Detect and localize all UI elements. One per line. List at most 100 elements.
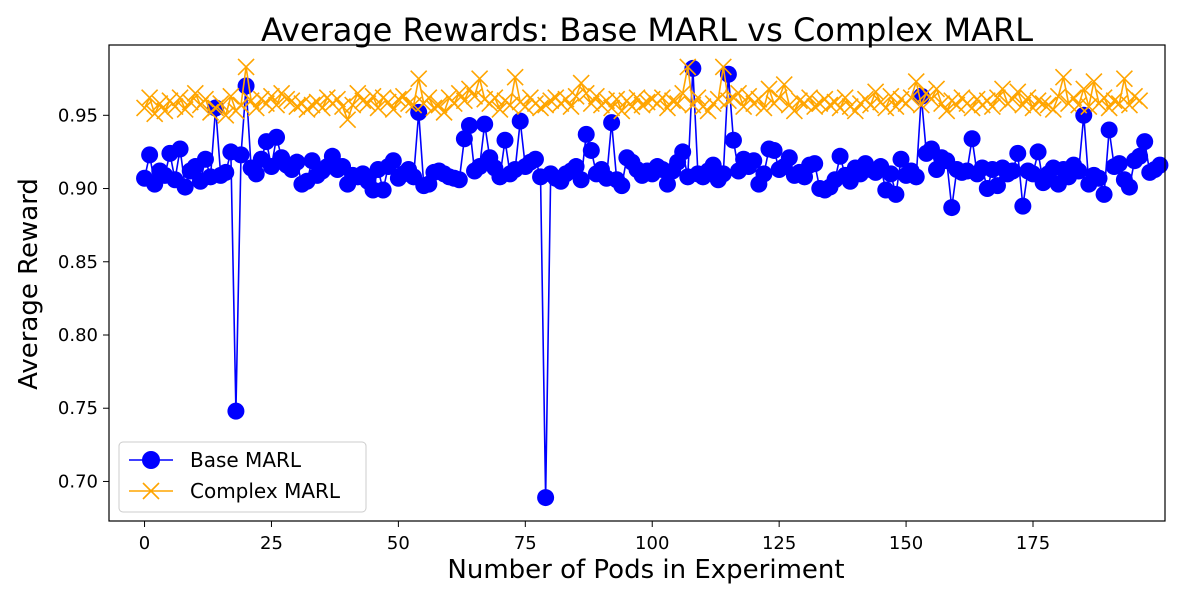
data-point-complex-marl: [506, 68, 524, 86]
data-point-complex-marl: [562, 97, 580, 116]
data-point-complex-marl: [912, 96, 930, 114]
data-point-base-marl: [963, 130, 981, 148]
data-point-complex-marl: [1080, 97, 1098, 116]
data-point-complex-marl: [384, 100, 402, 119]
data-point-complex-marl: [450, 84, 468, 102]
data-point-complex-marl: [861, 96, 880, 114]
data-point-complex-marl: [674, 84, 692, 102]
data-point-complex-marl: [278, 90, 296, 108]
x-axis: 0 25 50 75 100 125 150 175: [139, 521, 1050, 554]
data-point-complex-marl: [455, 92, 473, 110]
data-point-complex-marl: [410, 70, 428, 88]
data-point-complex-marl: [689, 89, 707, 107]
data-point-complex-marl: [922, 90, 941, 108]
data-point-base-marl: [1014, 197, 1032, 215]
data-point-base-marl: [1131, 147, 1149, 165]
data-point-base-marl: [460, 117, 478, 135]
data-point-base-marl: [1110, 155, 1128, 173]
data-point-base-marl: [1095, 185, 1113, 203]
data-point-complex-marl: [146, 105, 164, 123]
data-point-base-marl: [196, 150, 214, 168]
data-point-complex-marl: [790, 92, 809, 110]
x-tick-label: 75: [514, 533, 537, 554]
data-point-base-marl: [1029, 143, 1047, 161]
data-point-complex-marl: [603, 99, 621, 117]
data-point-complex-marl: [669, 95, 687, 113]
data-point-complex-marl: [389, 90, 407, 108]
data-point-complex-marl: [344, 96, 362, 114]
data-point-base-marl: [892, 150, 910, 168]
data-point-complex-marl: [516, 97, 534, 116]
data-point-complex-marl: [1075, 80, 1093, 98]
data-point-complex-marl: [267, 96, 286, 114]
data-point-complex-marl: [988, 89, 1007, 107]
data-point-complex-marl: [212, 95, 230, 113]
data-point-complex-marl: [679, 58, 697, 76]
data-point-base-marl: [577, 125, 595, 143]
data-point-complex-marl: [714, 58, 732, 76]
data-point-base-marl: [765, 141, 783, 159]
legend-frame: [118, 441, 367, 513]
data-point-complex-marl: [232, 96, 250, 114]
data-point-complex-marl: [339, 111, 357, 129]
data-point-complex-marl: [663, 92, 682, 110]
data-point-complex-marl: [760, 80, 778, 98]
data-point-base-marl: [613, 177, 631, 195]
data-point-base-marl: [496, 131, 514, 149]
data-point-complex-marl: [399, 95, 418, 113]
data-point-complex-marl: [983, 97, 1001, 116]
y-tick-label: 0.85: [58, 252, 98, 273]
legend-label-base: Base MARL: [190, 448, 302, 472]
data-point-complex-marl: [425, 99, 443, 117]
data-point-base-marl: [537, 489, 555, 507]
series-line-base-marl: [143, 67, 1161, 499]
data-point-base-marl: [247, 165, 265, 183]
data-point-complex-marl: [531, 99, 550, 117]
data-point-base-marl: [674, 143, 692, 161]
data-point-base-marl: [237, 77, 255, 95]
data-point-complex-marl: [735, 97, 753, 116]
data-point-complex-marl: [1105, 92, 1123, 110]
legend-marker-base: [142, 451, 160, 469]
data-point-base-marl: [171, 140, 189, 158]
data-point-complex-marl: [542, 92, 560, 110]
data-point-base-marl: [882, 165, 900, 183]
data-point-complex-marl: [141, 89, 159, 107]
data-point-complex-marl: [567, 87, 585, 105]
x-tick-label: 0: [139, 533, 150, 554]
data-point-base-marl: [410, 103, 428, 121]
data-point-complex-marl: [186, 84, 204, 102]
data-point-base-marl: [806, 155, 824, 173]
data-point-complex-marl: [369, 99, 387, 117]
data-point-base-marl: [141, 146, 159, 164]
data-point-complex-marl: [755, 99, 773, 117]
data-point-base-marl: [476, 115, 494, 133]
data-point-complex-marl: [775, 75, 793, 94]
data-point-complex-marl: [633, 96, 651, 114]
data-point-base-marl: [658, 175, 676, 193]
data-point-complex-marl: [1024, 99, 1042, 117]
data-point-complex-marl: [927, 80, 946, 98]
data-point-base-marl: [582, 141, 600, 159]
data-point-complex-marl: [156, 102, 174, 120]
data-point-complex-marl: [394, 87, 413, 105]
y-axis-title: Average Reward: [14, 178, 44, 390]
data-point-base-marl: [1100, 121, 1118, 139]
data-point-complex-marl: [181, 93, 199, 111]
data-point-complex-marl: [359, 95, 377, 113]
data-point-base-marl: [176, 178, 194, 196]
data-point-complex-marl: [354, 92, 372, 110]
data-point-complex-marl: [933, 95, 951, 113]
y-tick-label: 0.75: [58, 398, 98, 419]
data-point-complex-marl: [613, 102, 631, 120]
data-point-complex-marl: [237, 58, 255, 76]
data-point-base-marl: [714, 165, 732, 183]
data-point-complex-marl: [836, 89, 854, 107]
data-point-complex-marl: [587, 87, 605, 105]
data-point-complex-marl: [379, 93, 397, 111]
x-tick-label: 50: [387, 533, 410, 554]
data-point-base-marl: [1120, 178, 1138, 196]
y-tick-label: 0.95: [58, 105, 98, 126]
data-point-base-marl: [887, 185, 905, 203]
data-point-complex-marl: [471, 70, 489, 88]
